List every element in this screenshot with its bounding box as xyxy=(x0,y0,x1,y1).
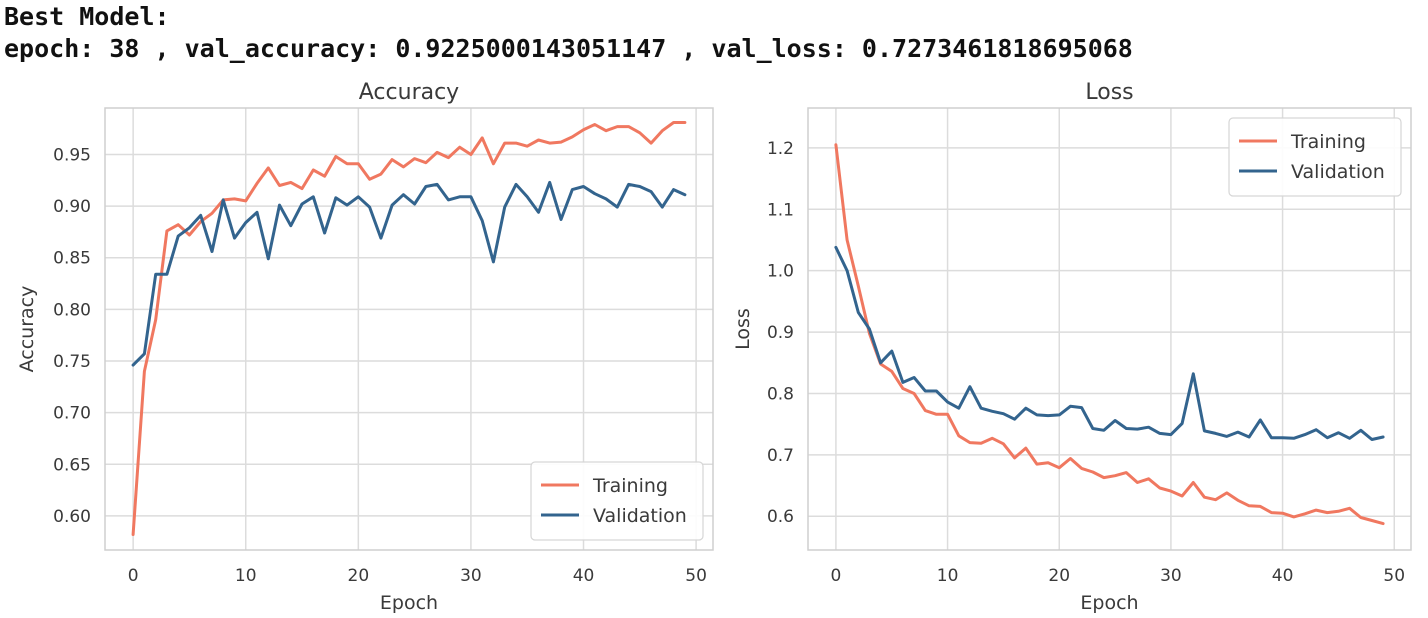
series-line-validation xyxy=(131,180,687,367)
y-tick-label: 0.6 xyxy=(767,507,794,527)
y-tick-label: 0.95 xyxy=(53,145,91,165)
y-tick-label: 0.90 xyxy=(53,197,91,217)
x-tick-label: 50 xyxy=(685,566,707,586)
x-axis-label: Epoch xyxy=(1080,592,1138,614)
plot-frame xyxy=(104,107,714,551)
x-tick-label: 0 xyxy=(831,566,842,586)
legend-label-training: Training xyxy=(592,475,668,497)
x-tick-label: 20 xyxy=(1048,566,1070,586)
legend: Training Validation xyxy=(530,461,704,541)
legend-box xyxy=(1228,117,1402,197)
y-tick-label: 0.75 xyxy=(53,352,91,372)
y-axis-label: Loss xyxy=(732,308,754,350)
chart-title: Loss xyxy=(1085,80,1133,105)
y-tick-label: 0.70 xyxy=(53,404,91,424)
series-line-validation xyxy=(834,245,1385,441)
legend: Training Validation xyxy=(1228,117,1402,197)
y-tick-label: 1.2 xyxy=(767,139,794,159)
legend-label-validation: Validation xyxy=(1291,161,1385,183)
legend-label-training: Training xyxy=(1290,131,1366,153)
y-tick-label: 0.9 xyxy=(767,323,794,343)
y-tick-label: 0.7 xyxy=(767,446,794,466)
y-tick-label: 0.60 xyxy=(53,507,91,527)
best-model-metrics: epoch: 38 , val_accuracy: 0.922500014305… xyxy=(4,34,1133,63)
x-tick-label: 10 xyxy=(235,566,257,586)
y-tick-label: 1.0 xyxy=(767,262,794,282)
x-tick-label: 40 xyxy=(573,566,595,586)
best-model-heading: Best Model: xyxy=(4,2,170,31)
x-tick-label: 30 xyxy=(1160,566,1182,586)
y-axis-label: Accuracy xyxy=(16,286,38,373)
chart-title: Accuracy xyxy=(359,80,459,105)
x-tick-label: 30 xyxy=(460,566,482,586)
legend-label-validation: Validation xyxy=(593,505,687,527)
y-tick-label: 0.85 xyxy=(53,249,91,269)
y-tick-label: 0.65 xyxy=(53,455,91,475)
series-line-training xyxy=(131,121,687,536)
chart-loss: 0 10 20 30 40 50 0.6 0.7 0.8 0.9 1.0 1.1 1.2 Loss Epoc… xyxy=(732,80,1412,614)
y-tick-label: 0.80 xyxy=(53,300,91,320)
x-tick-label: 20 xyxy=(348,566,370,586)
y-tick-label: 1.1 xyxy=(767,200,794,220)
x-tick-label: 10 xyxy=(937,566,959,586)
plot-frame xyxy=(807,107,1412,551)
x-tick-label: 50 xyxy=(1383,566,1405,586)
series-line-training xyxy=(834,143,1385,526)
y-tick-label: 0.8 xyxy=(767,384,794,404)
x-tick-label: 0 xyxy=(128,566,139,586)
x-axis-label: Epoch xyxy=(380,592,438,614)
legend-box xyxy=(530,461,704,541)
x-tick-label: 40 xyxy=(1272,566,1294,586)
chart-accuracy: 0 10 20 30 40 50 0.60 0.65 0.70 0.75 0.80 0.85 0.90 0… xyxy=(16,80,714,614)
